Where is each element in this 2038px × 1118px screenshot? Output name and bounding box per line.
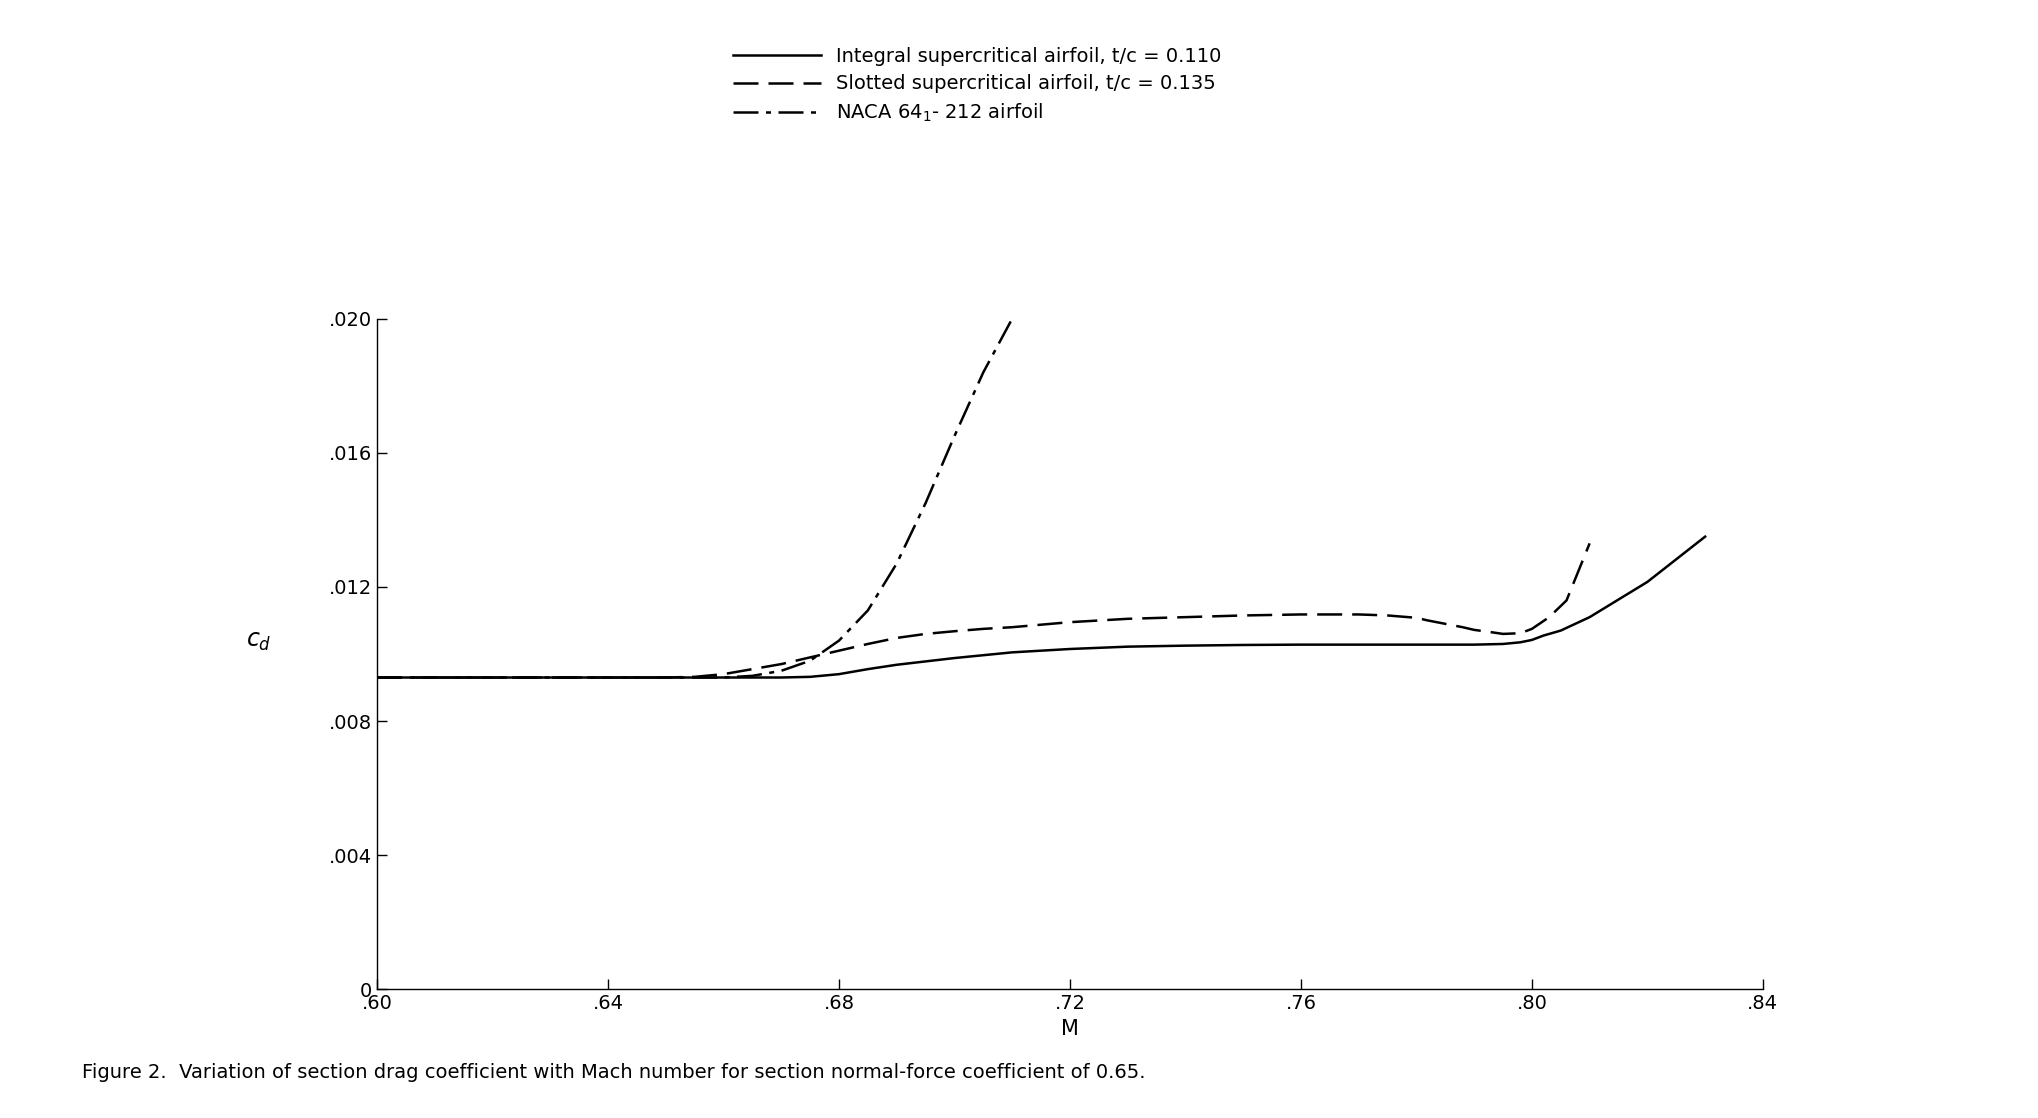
Text: $c_d$: $c_d$ [247, 628, 271, 653]
Legend: Integral supercritical airfoil, t/c = 0.110, Slotted supercritical airfoil, t/c : Integral supercritical airfoil, t/c = 0.… [734, 47, 1221, 124]
X-axis label: M: M [1062, 1018, 1078, 1039]
Text: Figure 2.  Variation of section drag coefficient with Mach number for section no: Figure 2. Variation of section drag coef… [82, 1063, 1145, 1082]
